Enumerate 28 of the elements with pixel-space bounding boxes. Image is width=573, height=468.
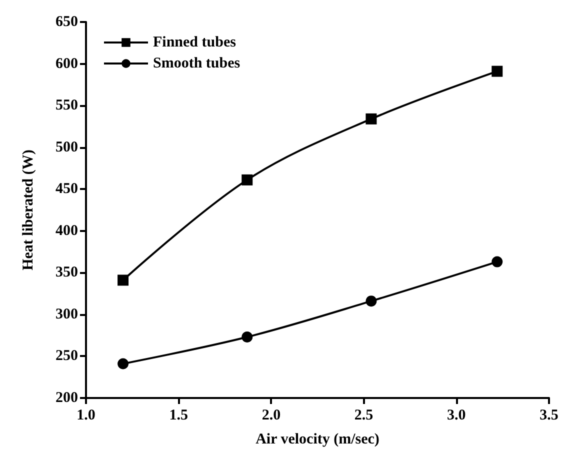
y-tick-label: 200 [56, 390, 78, 406]
point [366, 113, 377, 124]
point [492, 66, 503, 77]
y-tick-label: 550 [56, 98, 78, 114]
y-tick-label: 400 [56, 222, 78, 239]
y-tick-label: 450 [56, 181, 78, 198]
y-tick-label: 600 [56, 56, 78, 72]
point [118, 358, 129, 370]
point [492, 256, 503, 268]
y-tick-label: 250 [56, 348, 78, 364]
point [242, 174, 253, 186]
x-tick-label: 1.5 [169, 408, 188, 424]
x-tick-label: 3.5 [540, 408, 558, 424]
x-tick-label: 3.0 [447, 408, 466, 424]
x-tick-label: 2.0 [262, 408, 281, 424]
x-axis-title: Air velocity (m/sec) [256, 432, 380, 448]
y-tick-label: 500 [56, 139, 78, 156]
y-tick-label: 650 [56, 14, 78, 30]
point [366, 296, 377, 307]
legend-label: Smooth tubes [153, 56, 240, 72]
x-tick-label: 2.5 [354, 408, 374, 424]
point [118, 274, 129, 286]
y-tick-label: 300 [56, 306, 78, 322]
legend-label: Finned tubes [153, 34, 236, 50]
y-axis-title: Heat liberated (W) [20, 150, 36, 270]
y-tick-label: 350 [56, 264, 78, 281]
x-tick-label: 1.0 [76, 408, 96, 424]
point [242, 332, 253, 342]
